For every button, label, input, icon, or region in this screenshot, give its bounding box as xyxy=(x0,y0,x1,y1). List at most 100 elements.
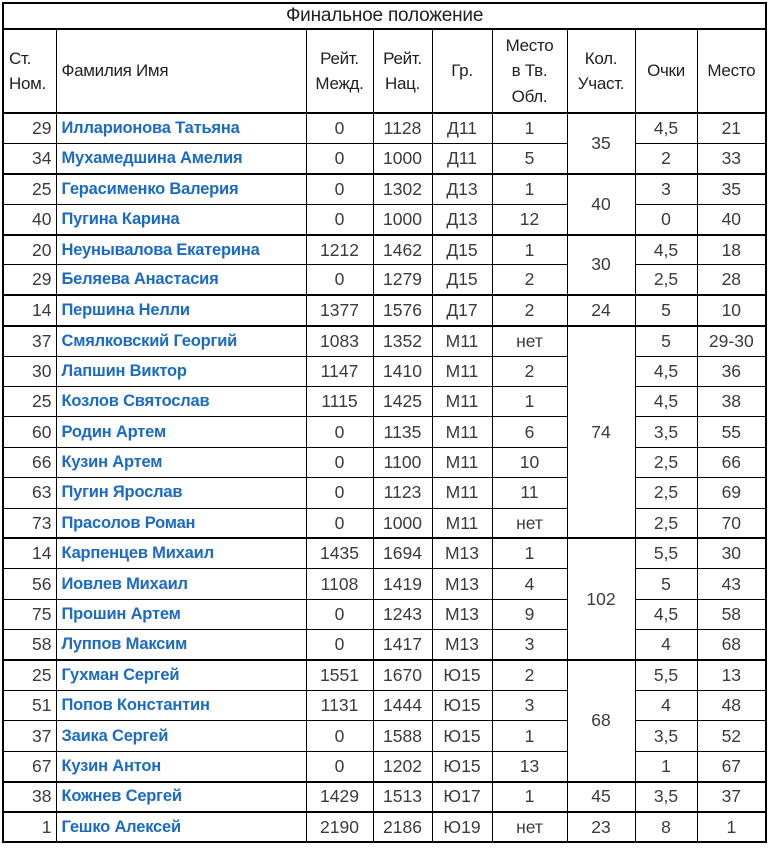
cell-participants-count: 74 xyxy=(566,324,636,539)
cell-points: 3,5 xyxy=(634,720,698,752)
cell-place-region: 9 xyxy=(491,598,568,631)
cell-rating-international: 0 xyxy=(305,477,374,509)
cell-rating-national: 1000 xyxy=(372,507,433,539)
table-row: 58 Луппов Максим 0 1417 М13 3 4 68 xyxy=(2,629,767,661)
table-row: 34 Мухамедшина Амелия 0 1000 Д11 5 2 33 xyxy=(2,142,767,175)
table-row: 25 Козлов Святослав 1115 1425 М11 1 4,5 38 xyxy=(2,386,767,418)
cell-place-region: 1 xyxy=(491,233,568,266)
cell-place-region: 3 xyxy=(491,689,568,722)
cell-points: 4 xyxy=(634,689,698,722)
cell-start-number: 1 xyxy=(2,810,57,843)
cell-points: 5,5 xyxy=(634,659,698,691)
cell-place: 13 xyxy=(696,659,767,691)
cell-place-region: 11 xyxy=(491,477,568,509)
header-points: Очки xyxy=(634,28,698,114)
cell-rating-national: 1243 xyxy=(372,598,433,631)
cell-points: 3 xyxy=(634,172,698,205)
cell-rating-national: 1202 xyxy=(372,750,433,783)
cell-points: 2,5 xyxy=(634,264,698,296)
cell-points: 2,5 xyxy=(634,507,698,539)
cell-group: М13 xyxy=(431,598,493,631)
table-body: 29 Илларионова Татьяна 0 1128 Д11 1 35 4,5 21 34 М… xyxy=(2,111,767,843)
cell-place: 66 xyxy=(696,446,767,479)
cell-place: 1 xyxy=(696,810,767,843)
header-rating-national: Рейт. Нац. xyxy=(372,28,433,114)
cell-start-number: 37 xyxy=(2,720,57,752)
cell-player-name: Беляева Анастасия xyxy=(55,264,307,296)
cell-player-name: Иовлев Михаил xyxy=(55,568,307,600)
cell-points: 4,5 xyxy=(634,233,698,266)
cell-group: М11 xyxy=(431,416,493,448)
cell-rating-international: 1083 xyxy=(305,324,374,357)
cell-player-name: Гешко Алексей xyxy=(55,810,307,843)
cell-start-number: 56 xyxy=(2,568,57,600)
cell-points: 4,5 xyxy=(634,111,698,144)
cell-player-name: Прасолов Роман xyxy=(55,507,307,539)
cell-start-number: 34 xyxy=(2,142,57,175)
cell-rating-international: 0 xyxy=(305,720,374,752)
table-row: 75 Прошин Артем 0 1243 М13 9 4,5 58 xyxy=(2,598,767,631)
cell-start-number: 14 xyxy=(2,537,57,570)
cell-points: 4 xyxy=(634,629,698,661)
cell-place: 10 xyxy=(696,294,767,327)
table-row: 25 Гухман Сергей 1551 1670 Ю15 2 68 5,5 13 xyxy=(2,659,767,783)
cell-place-region: 2 xyxy=(491,264,568,296)
cell-place: 21 xyxy=(696,111,767,144)
header-place-region: Место в Тв. Обл. xyxy=(491,28,568,114)
cell-place: 18 xyxy=(696,233,767,266)
cell-player-name: Герасименко Валерия xyxy=(55,172,307,205)
header-participants-count: Кол. Участ. xyxy=(566,28,636,114)
cell-rating-international: 0 xyxy=(305,111,374,144)
cell-rating-national: 1135 xyxy=(372,416,433,448)
cell-rating-international: 0 xyxy=(305,172,374,205)
table-row: 56 Иовлев Михаил 1108 1419 М13 4 5 43 xyxy=(2,568,767,600)
cell-place-region: 12 xyxy=(491,203,568,236)
cell-group: Д11 xyxy=(431,111,493,144)
cell-start-number: 58 xyxy=(2,629,57,661)
cell-rating-international: 2190 xyxy=(305,810,374,843)
cell-place: 38 xyxy=(696,386,767,418)
cell-rating-national: 1123 xyxy=(372,477,433,509)
header-start-number: Ст. Ном. xyxy=(2,28,57,114)
cell-participants-count: 30 xyxy=(566,233,636,296)
cell-start-number: 25 xyxy=(2,659,57,691)
cell-group: Д15 xyxy=(431,264,493,296)
table-row: 25 Герасименко Валерия 0 1302 Д13 1 40 3 35 xyxy=(2,172,767,236)
cell-rating-international: 1551 xyxy=(305,659,374,691)
table-row: 14 Карпенцев Михаил 1435 1694 М13 1 102 5,5 30 xyxy=(2,537,767,661)
cell-player-name: Кожнев Сергей xyxy=(55,780,307,813)
cell-group: Ю17 xyxy=(431,780,493,813)
cell-place-region: 1 xyxy=(491,780,568,813)
cell-points: 1 xyxy=(634,750,698,783)
cell-rating-national: 1279 xyxy=(372,264,433,296)
cell-player-name: Родин Артем xyxy=(55,416,307,448)
cell-rating-national: 1444 xyxy=(372,689,433,722)
cell-start-number: 40 xyxy=(2,203,57,236)
cell-rating-international: 1429 xyxy=(305,780,374,813)
title-row: Финальное положение xyxy=(1,2,768,30)
cell-place: 33 xyxy=(696,142,767,175)
cell-start-number: 73 xyxy=(2,507,57,539)
cell-start-number: 63 xyxy=(2,477,57,509)
cell-group: М11 xyxy=(431,386,493,418)
cell-points: 5 xyxy=(634,324,698,357)
cell-place-region: 1 xyxy=(491,386,568,418)
cell-place: 28 xyxy=(696,264,767,296)
cell-start-number: 67 xyxy=(2,750,57,783)
table-row: 40 Пугина Карина 0 1000 Д13 12 0 40 xyxy=(2,203,767,236)
cell-place-region: 13 xyxy=(491,750,568,783)
cell-player-name: Першина Нелли xyxy=(55,294,307,327)
cell-player-name: Заика Сергей xyxy=(55,720,307,752)
cell-points: 2,5 xyxy=(634,477,698,509)
cell-player-name: Мухамедшина Амелия xyxy=(55,142,307,175)
cell-place-region: 1 xyxy=(491,172,568,205)
cell-rating-national: 1425 xyxy=(372,386,433,418)
cell-points: 5,5 xyxy=(634,537,698,570)
cell-group: Ю19 xyxy=(431,810,493,843)
cell-group: Ю15 xyxy=(431,720,493,752)
cell-place: 67 xyxy=(696,750,767,783)
cell-participants-count: 24 xyxy=(566,294,636,327)
table-row: 37 Заика Сергей 0 1588 Ю15 1 3,5 52 xyxy=(2,720,767,752)
table-row: 73 Прасолов Роман 0 1000 М11 нет 2,5 70 xyxy=(2,507,767,539)
